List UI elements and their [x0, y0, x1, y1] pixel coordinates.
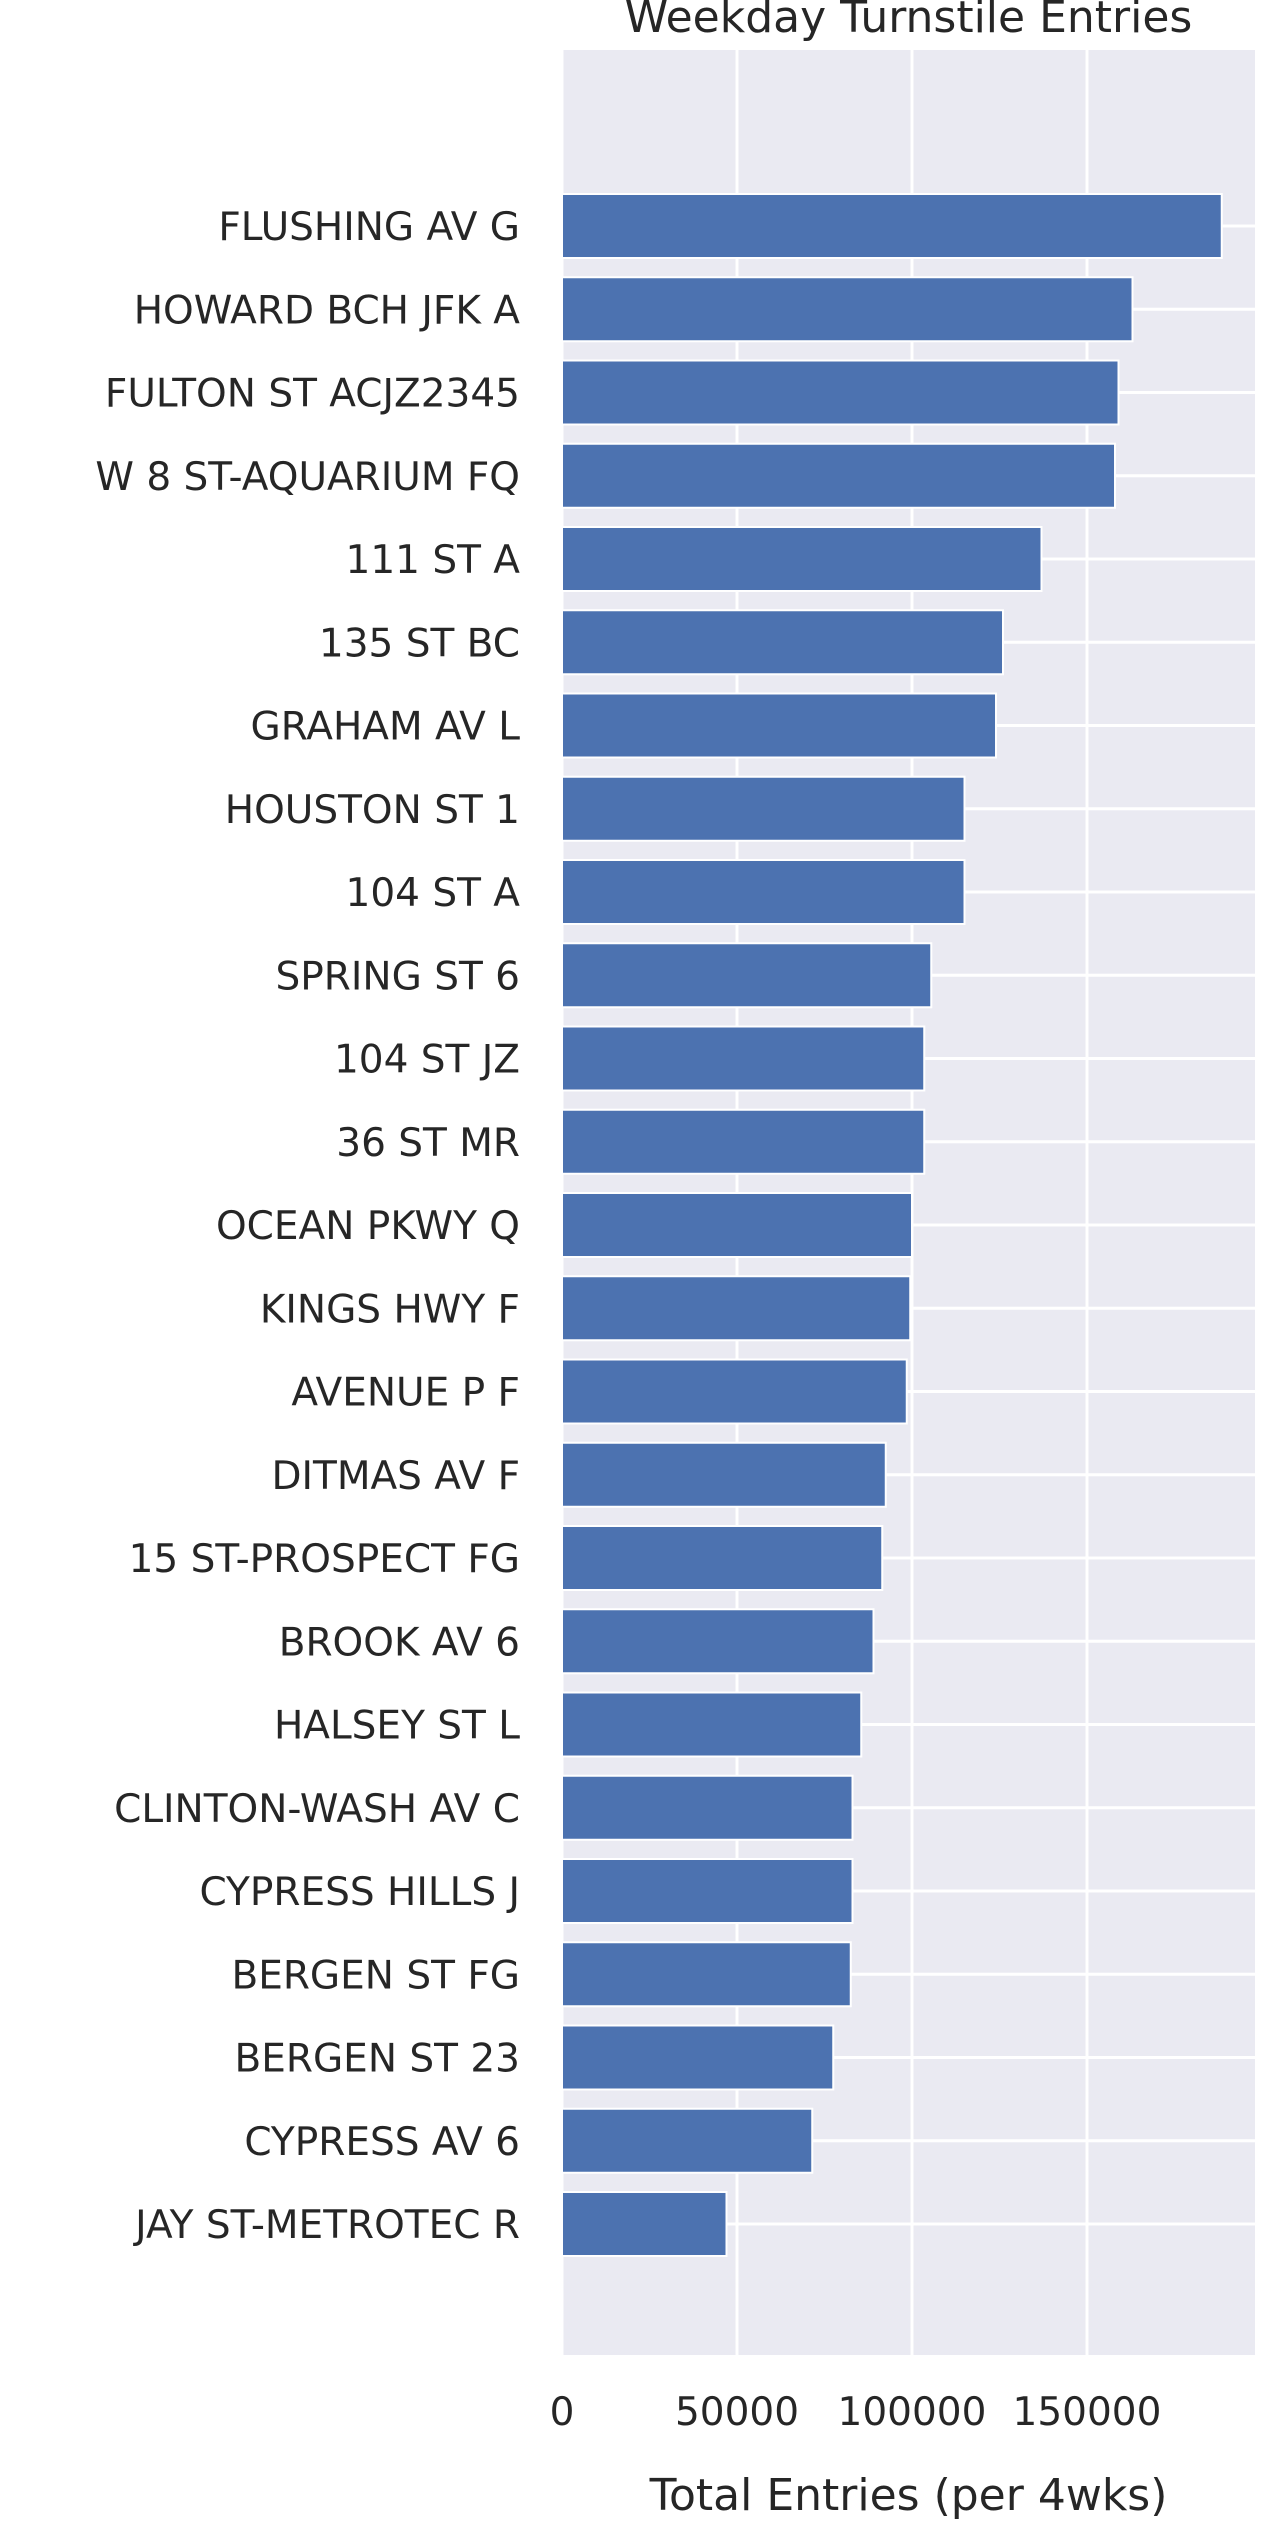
bar	[561, 1608, 875, 1675]
bar	[561, 1108, 926, 1175]
bar	[561, 2024, 835, 2091]
bar	[561, 359, 1120, 426]
category-label: FLUSHING AV G	[218, 205, 520, 250]
category-label: CYPRESS AV 6	[244, 2120, 520, 2165]
bar	[561, 1275, 912, 1342]
bar	[561, 526, 1043, 592]
bar	[561, 193, 1223, 259]
bar	[561, 609, 1004, 676]
x-tick-label: 0	[550, 2390, 575, 2435]
bar	[561, 942, 933, 1009]
x-axis-label: Total Entries (per 4wks)	[649, 2470, 1168, 2521]
bar	[561, 1192, 913, 1258]
x-tick-label: 50000	[675, 2390, 799, 2435]
bar	[561, 2107, 814, 2174]
category-label: DITMAS AV F	[271, 1454, 520, 1499]
category-label: 104 ST A	[346, 871, 521, 916]
category-label: CYPRESS HILLS J	[200, 1870, 520, 1915]
bar	[561, 1441, 887, 1508]
category-label: BROOK AV 6	[279, 1620, 520, 1665]
category-label: BERGEN ST FG	[231, 1953, 520, 1998]
category-label: HOWARD BCH JFK A	[134, 288, 521, 333]
category-label: FULTON ST ACJZ2345	[105, 372, 520, 417]
category-label: 104 ST JZ	[334, 1038, 520, 1083]
bar	[561, 276, 1134, 343]
bar	[561, 859, 966, 925]
category-label: 135 ST BC	[319, 621, 520, 666]
bar	[561, 1525, 884, 1591]
bar	[561, 1858, 854, 1924]
x-tick-labels: 0 50000 100000 150000	[550, 2390, 1162, 2435]
category-label: HALSEY ST L	[274, 1704, 520, 1749]
x-tick-label: 100000	[838, 2390, 987, 2435]
bar	[561, 692, 997, 759]
category-label: KINGS HWY F	[260, 1287, 520, 1332]
category-label: CLINTON-WASH AV C	[114, 1787, 520, 1832]
category-label: GRAHAM AV L	[251, 705, 521, 750]
category-label: 15 ST-PROSPECT FG	[129, 1537, 520, 1582]
bar	[561, 1025, 926, 1092]
x-tick-label: 150000	[1013, 2390, 1162, 2435]
category-label: 36 ST MR	[336, 1121, 520, 1166]
bar	[561, 1941, 852, 2008]
category-label: 111 ST A	[346, 538, 521, 583]
bar	[561, 1691, 863, 1758]
category-label: SPRING ST 6	[276, 954, 520, 999]
chart-title: Weekday Turnstile Entries	[625, 0, 1193, 43]
category-label: W 8 ST-AQUARIUM FQ	[95, 455, 520, 500]
category-label: JAY ST-METROTEC R	[132, 2203, 520, 2248]
category-label: OCEAN PKWY Q	[216, 1204, 520, 1249]
bar	[561, 2191, 728, 2257]
bar	[561, 775, 966, 842]
category-label: HOUSTON ST 1	[225, 788, 520, 833]
bar	[561, 1358, 908, 1425]
category-label: BERGEN ST 23	[234, 2037, 520, 2082]
category-label: AVENUE P F	[291, 1371, 520, 1416]
bars	[561, 193, 1223, 2257]
bar	[561, 442, 1116, 509]
category-labels: FLUSHING AV G HOWARD BCH JFK A FULTON ST A…	[95, 205, 520, 2248]
bar	[561, 1774, 854, 1841]
